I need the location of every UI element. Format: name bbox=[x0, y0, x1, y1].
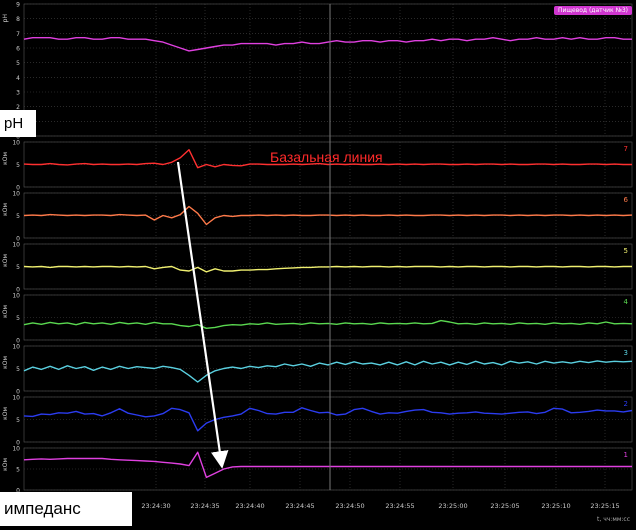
y-axis-label: pH bbox=[2, 14, 9, 22]
y-axis-label: кОм bbox=[2, 407, 9, 420]
channel-number: 3 bbox=[624, 349, 628, 357]
series-line bbox=[23, 319, 633, 329]
series-line bbox=[23, 205, 633, 226]
y-tick-label: 0 bbox=[16, 338, 20, 345]
y-tick-label: 0 bbox=[16, 389, 20, 396]
x-tick-label: 23:24:35 bbox=[190, 502, 219, 510]
series-line bbox=[23, 265, 632, 273]
channel-number: 4 bbox=[624, 298, 629, 306]
y-tick-label: 3 bbox=[16, 90, 20, 97]
channel-number: 1 bbox=[624, 451, 628, 459]
x-tick-label: 23:25:05 bbox=[490, 502, 519, 510]
y-tick-label: 10 bbox=[12, 242, 20, 249]
x-axis-unit: t, чч:мм:сс bbox=[597, 516, 630, 523]
x-tick-label: 23:24:30 bbox=[141, 502, 170, 510]
x-tick-label: 23:25:00 bbox=[438, 502, 467, 510]
x-tick-label: 23:25:10 bbox=[541, 502, 570, 510]
pointer-arrow bbox=[176, 161, 229, 469]
ph-box-label: pH bbox=[0, 110, 36, 137]
channel-number: 5 bbox=[624, 247, 628, 255]
y-tick-label: 6 bbox=[16, 46, 20, 53]
y-axis-label: кОм bbox=[2, 305, 9, 318]
y-tick-label: 9 bbox=[16, 2, 20, 9]
y-tick-label: 10 bbox=[12, 446, 20, 453]
y-tick-label: 4 bbox=[16, 75, 20, 82]
channel-number: 6 bbox=[624, 196, 629, 204]
x-tick-label: 23:24:45 bbox=[285, 502, 314, 510]
y-tick-label: 5 bbox=[16, 417, 20, 424]
y-tick-label: 5 bbox=[16, 366, 20, 373]
y-tick-label: 5 bbox=[16, 315, 20, 322]
y-tick-label: 5 bbox=[16, 60, 20, 67]
y-tick-label: 0 bbox=[16, 488, 20, 495]
y-tick-label: 0 bbox=[16, 134, 20, 141]
y-tick-label: 10 bbox=[12, 344, 20, 351]
y-tick-label: 5 bbox=[16, 467, 20, 474]
y-axis-label: кОм bbox=[2, 356, 9, 369]
y-tick-label: 8 bbox=[16, 16, 20, 23]
y-axis-label: кОм bbox=[2, 203, 9, 216]
x-tick-label: 23:24:50 bbox=[335, 502, 364, 510]
y-tick-label: 10 bbox=[12, 395, 20, 402]
series-line bbox=[23, 37, 632, 52]
y-tick-label: 0 bbox=[16, 185, 20, 192]
ph-sensor-badge: Пищевод (датчик №3) bbox=[553, 6, 632, 15]
series-line bbox=[23, 148, 632, 169]
channel-number: 2 bbox=[624, 400, 628, 408]
y-tick-label: 5 bbox=[16, 162, 20, 169]
y-axis-label: кОм bbox=[2, 458, 9, 471]
y-tick-label: 10 bbox=[12, 191, 20, 198]
panel-frame bbox=[23, 3, 633, 137]
x-tick-label: 23:24:40 bbox=[235, 502, 264, 510]
y-axis-label: кОм bbox=[2, 254, 9, 267]
y-tick-label: 2 bbox=[16, 104, 20, 111]
y-tick-label: 0 bbox=[16, 236, 20, 243]
x-tick-label: 23:24:55 bbox=[385, 502, 414, 510]
series-line bbox=[23, 407, 633, 432]
baseline-annotation: Базальная линия bbox=[270, 149, 383, 165]
y-axis-label: кОм bbox=[2, 152, 9, 165]
y-tick-label: 0 bbox=[16, 440, 20, 447]
y-tick-label: 5 bbox=[16, 213, 20, 220]
y-tick-label: 10 bbox=[12, 140, 20, 147]
y-tick-label: 5 bbox=[16, 264, 20, 271]
y-tick-label: 10 bbox=[12, 293, 20, 300]
channel-number: 7 bbox=[624, 145, 628, 153]
impedance-box-label: импеданс bbox=[0, 492, 132, 526]
series-line bbox=[23, 451, 632, 479]
y-tick-label: 7 bbox=[16, 31, 20, 38]
series-line bbox=[23, 360, 633, 383]
y-tick-label: 0 bbox=[16, 287, 20, 294]
x-tick-label: 23:25:15 bbox=[590, 502, 619, 510]
